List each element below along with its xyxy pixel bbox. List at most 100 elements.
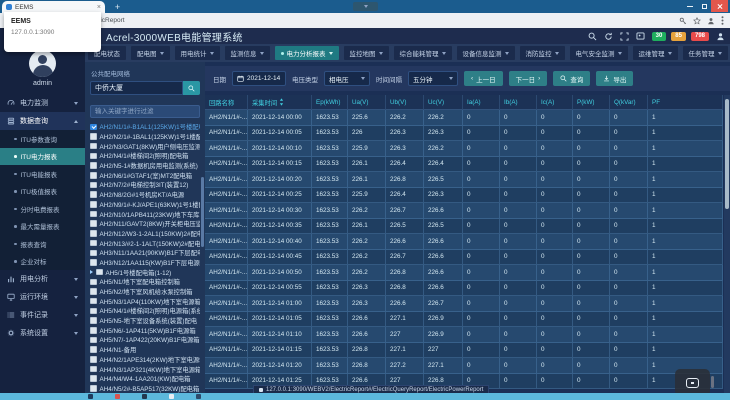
menu-item-设备信息监测[interactable]: 设备信息监测 [456, 46, 515, 60]
tree-filter-input[interactable] [90, 105, 200, 118]
tree-item[interactable]: AH2/N7/2#电梯控制3IT(装置12) [90, 180, 200, 190]
tree-item[interactable]: AH2/N1/1#-B1AL1(125KW)1号楼配电箱 [90, 122, 200, 132]
table-row[interactable]: AH2/N1/1#-... 2021-12-14 00:00 1623.53 225.… [205, 110, 723, 126]
sidebar-group-用电分析[interactable]: 用电分析 [0, 270, 85, 288]
date-input[interactable]: 2021-12-14 [232, 71, 286, 86]
menu-item-监控地图[interactable]: 监控地图 [343, 46, 389, 60]
tree-item[interactable]: AH5/N1/地下室配电箱控制箱 [90, 277, 200, 287]
checkbox[interactable] [90, 210, 97, 218]
checkbox[interactable] [90, 201, 97, 208]
tree-item[interactable]: AH2/N9/1#-KJ/APE1(63KW)1号1楼配电箱 [90, 200, 200, 210]
user-icon[interactable] [716, 32, 725, 41]
menu-item-用电统计[interactable]: 用电统计 [174, 46, 220, 60]
column-header-采集时间[interactable]: 采集时间 [248, 95, 312, 110]
window-minimize-button[interactable] [683, 0, 697, 12]
table-row[interactable]: AH2/N1/1#-... 2021-12-14 01:00 1623.53 226.… [205, 296, 723, 312]
menu-item-任务管理[interactable]: 任务管理 [682, 46, 728, 60]
checkbox[interactable] [90, 133, 97, 140]
key-icon[interactable] [679, 17, 687, 25]
warning-count-badge[interactable]: 85 [671, 31, 686, 41]
tree-item[interactable]: AH5/1号楼配电箱(1-12) [90, 267, 200, 277]
tree-item[interactable]: AH5/N5-地下室设备系统(装置)配电 [90, 316, 200, 326]
tree-item[interactable]: AH2/N8/2G#1号机房KT/A电源 [90, 190, 200, 200]
table-row[interactable]: AH2/N1/1#-... 2021-12-14 00:35 1623.53 226.… [205, 218, 723, 234]
sidebar-item-ITU电力报表[interactable]: ITU电力报表 [0, 147, 85, 165]
checkbox[interactable] [90, 123, 97, 131]
tree-item[interactable]: AH2/N6/1#GTAF1(室)MT2配电箱 [90, 170, 200, 180]
browser-address-bar[interactable]: 127.0.0.1:3090/WEBV2/ElectricReport [0, 13, 730, 28]
sidebar-group-电力监测[interactable]: 电力监测 [0, 94, 85, 112]
screenshot-icon[interactable] [636, 32, 645, 40]
browser-menu-icon[interactable] [721, 16, 724, 25]
checkbox[interactable] [90, 230, 97, 237]
profile-icon[interactable] [707, 17, 715, 25]
tree-item[interactable]: AH2/N12/W3-1-2AL1(150KW)2#配电箱 [90, 229, 200, 239]
menu-item-运维管理[interactable]: 运维管理 [632, 46, 678, 60]
tree-item[interactable]: AH5/N6/-1AP411(5KW)B1F电源箱 [90, 325, 200, 335]
query-button[interactable]: 查询 [553, 71, 591, 86]
sidebar-group-运行环境[interactable]: 运行环境 [0, 288, 85, 306]
tree-item[interactable]: AH2/N5-1#数据机房用电监测(系统) [90, 161, 200, 171]
table-row[interactable]: AH2/N1/1#-... 2021-12-14 01:05 1623.53 226.… [205, 311, 723, 327]
station-select[interactable]: 中侨大厦 [90, 81, 200, 95]
tree-item[interactable]: AH4/N3/1AP321(4KW)地下室电源箱 [90, 364, 200, 374]
checkbox[interactable] [90, 375, 97, 382]
checkbox[interactable] [90, 191, 97, 198]
window-close-button[interactable] [711, 0, 728, 12]
table-row[interactable]: AH2/N1/1#-... 2021-12-14 00:40 1623.53 226.… [205, 234, 723, 250]
tree-item[interactable]: AH5/N4/1#楼梯间2(照明)电源箱(系统) [90, 306, 200, 316]
tab-dropdown-button[interactable] [353, 2, 378, 11]
checkbox[interactable] [90, 356, 97, 363]
menu-item-电力分析报表[interactable]: 电力分析报表 [274, 46, 339, 60]
checkbox[interactable] [90, 385, 97, 392]
taskbar-app5-icon[interactable] [196, 394, 201, 399]
tree-item[interactable]: AH2/N10/1APB411(23KW)地下车库电源箱 [90, 209, 200, 219]
table-row[interactable]: AH2/N1/1#-... 2021-12-14 00:50 1623.53 226.… [205, 265, 723, 281]
table-row[interactable]: AH2/N1/1#-... 2021-12-14 00:55 1623.53 226.… [205, 280, 723, 296]
tree-item[interactable]: AH2/N3/GAT1(8KW)用户侧电压监测装置 [90, 141, 200, 151]
star-icon[interactable] [693, 16, 701, 25]
station-search-button[interactable] [183, 81, 200, 95]
table-row[interactable]: AH2/N1/1#-... 2021-12-14 01:15 1623.53 226.… [205, 342, 723, 358]
checkbox[interactable] [90, 172, 97, 179]
sidebar-group-事件记录[interactable]: 事件记录 [0, 306, 85, 324]
refresh-icon[interactable] [604, 32, 613, 41]
checkbox[interactable] [90, 220, 97, 227]
checkbox[interactable] [90, 278, 97, 286]
url-suggestion-popup[interactable]: EEMS 127.0.0.1:3090 [4, 12, 101, 52]
fullscreen-icon[interactable] [620, 31, 629, 41]
checkbox[interactable] [90, 307, 97, 315]
checkbox[interactable] [90, 239, 97, 247]
checkbox[interactable] [90, 317, 97, 324]
tree-item[interactable]: AH4/N5/2#-B5AP517(32KW)配电箱 [90, 384, 200, 393]
tree-item[interactable]: AH5/N2/地下室风机给水泵控制箱 [90, 287, 200, 297]
taskbar-app2-icon[interactable] [115, 394, 120, 399]
sidebar-item-最大需量报表[interactable]: 最大需量报表 [0, 218, 85, 236]
taskbar[interactable] [0, 393, 730, 400]
checkbox[interactable] [90, 259, 97, 266]
interval-select[interactable]: 五分钟 [408, 71, 458, 86]
table-row[interactable]: AH2/N1/1#-... 2021-12-14 01:20 1623.53 226.… [205, 358, 723, 374]
sidebar-group-系统设置[interactable]: 系统设置 [0, 324, 85, 342]
tree-item[interactable]: AH2/N13/#2-1-1ALT(150KW)2#配电箱 [90, 238, 200, 248]
checkbox[interactable] [90, 297, 97, 305]
taskbar-app4-icon[interactable] [169, 394, 174, 399]
taskbar-app1-icon[interactable] [88, 394, 93, 399]
sidebar-item-企业对标[interactable]: 企业对标 [0, 253, 85, 271]
checkbox[interactable] [90, 327, 97, 334]
feedback-widget-button[interactable] [675, 369, 710, 396]
station-select-value[interactable]: 中侨大厦 [90, 81, 183, 95]
tree-item[interactable]: AH4/N4/W4-1AA201(KW)配电箱 [90, 374, 200, 384]
tree-item[interactable]: AH5/N7/-1AP422(20KW)B1F电源箱 [90, 335, 200, 345]
menu-item-综合能耗管理[interactable]: 综合能耗管理 [393, 46, 452, 60]
checkbox[interactable] [90, 365, 97, 373]
sidebar-item-ITU极值报表[interactable]: ITU极值报表 [0, 183, 85, 201]
tree-item[interactable]: AH2/N4/1#楼梯间2(照明)配电箱 [90, 151, 200, 161]
window-maximize-button[interactable] [697, 0, 711, 12]
table-row[interactable]: AH2/N1/1#-... 2021-12-14 00:05 1623.53 226 2… [205, 125, 723, 141]
checkbox[interactable] [90, 181, 97, 189]
menu-item-监测信息[interactable]: 监测信息 [224, 46, 270, 60]
checkbox[interactable] [90, 152, 97, 160]
checkbox[interactable] [90, 346, 97, 353]
sidebar-item-ITU参数查询[interactable]: ITU参数查询 [0, 130, 85, 148]
